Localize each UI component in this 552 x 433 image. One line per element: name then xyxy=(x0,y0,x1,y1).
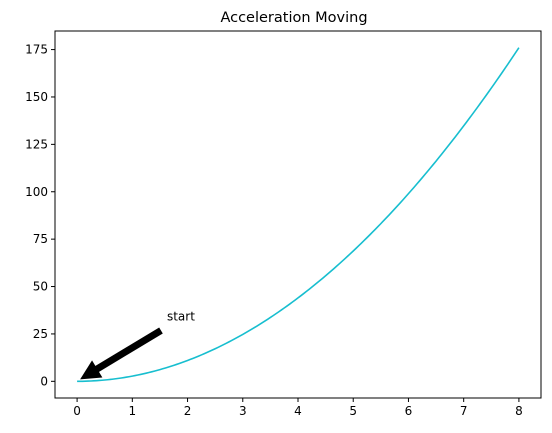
y-tick-label: 100 xyxy=(25,185,48,199)
annotation-arrow-head xyxy=(80,360,103,380)
y-tick-label: 25 xyxy=(33,327,48,341)
x-tick-label: 1 xyxy=(128,404,136,418)
series-line xyxy=(77,47,520,383)
x-tick-label: 5 xyxy=(349,404,357,418)
plot-area: 0 1 2 3 4 5 6 7 8 0 25 50 75 100 125 150 175 start xyxy=(25,30,542,418)
axes-frame xyxy=(54,30,542,399)
x-tick-label: 6 xyxy=(405,404,413,418)
y-tick-label: 175 xyxy=(25,43,48,57)
x-tick-label: 0 xyxy=(73,404,81,418)
annotation-arrow-shaft xyxy=(91,327,163,375)
y-tick-label: 75 xyxy=(33,232,48,246)
y-tick-label: 0 xyxy=(40,374,48,388)
x-tick-label: 2 xyxy=(184,404,192,418)
x-tick-label: 3 xyxy=(239,404,247,418)
chart-title: Acceleration Moving xyxy=(220,10,367,26)
y-tick-label: 125 xyxy=(25,137,48,151)
x-tick-label: 7 xyxy=(460,404,468,418)
annotation-text: start xyxy=(167,309,195,323)
x-tick-label: 4 xyxy=(294,404,302,418)
y-tick-label: 50 xyxy=(33,280,48,294)
y-tick-label: 150 xyxy=(25,90,48,104)
x-tick-label: 8 xyxy=(515,404,523,418)
